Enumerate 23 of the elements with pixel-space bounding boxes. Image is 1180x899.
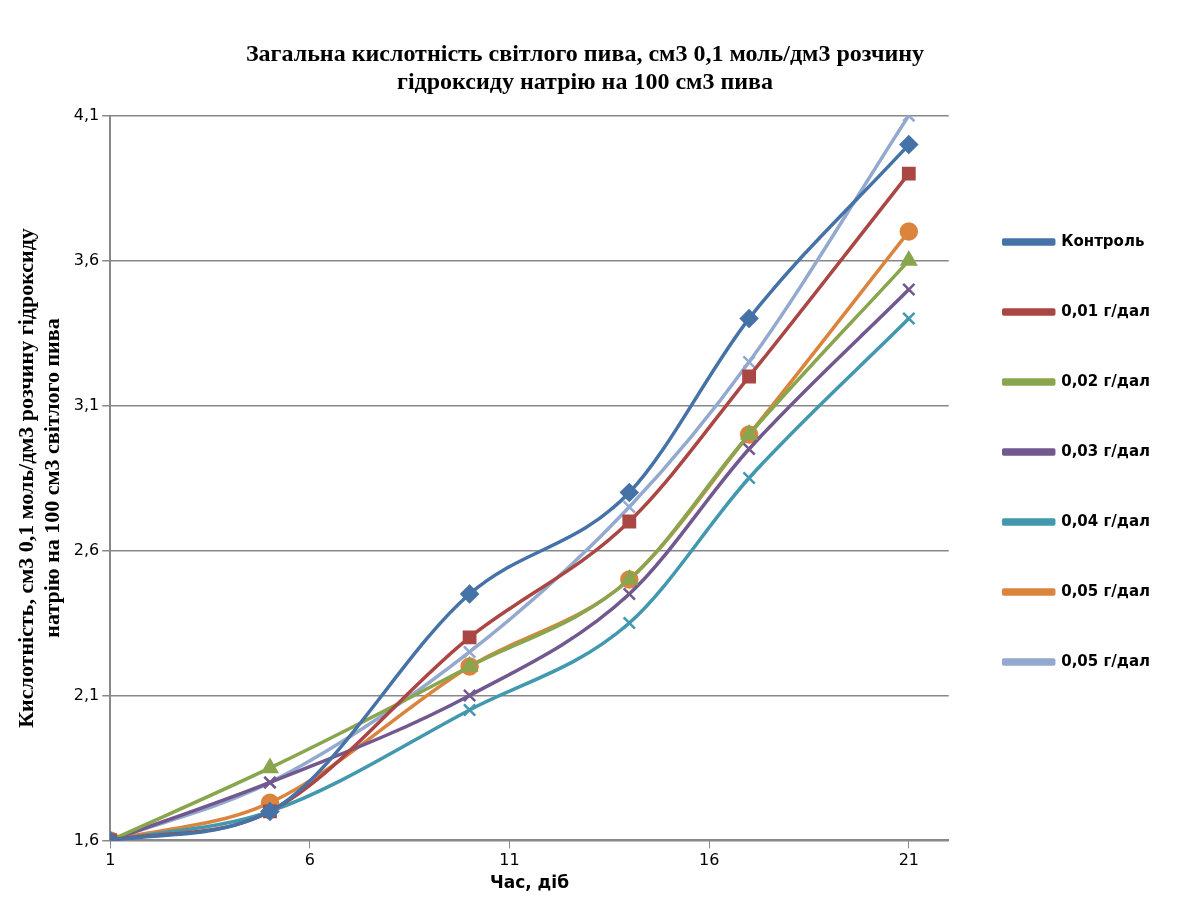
x-tick-label: 16	[698, 850, 720, 870]
x-tick-label: 11	[499, 850, 520, 870]
legend-label: Контроль	[1061, 231, 1145, 250]
y-tick-label: 4,1	[73, 104, 100, 124]
y-tick-label: 3,6	[73, 249, 100, 269]
legend-label: 0,01 г/дал	[1061, 301, 1151, 320]
y-tick-label: 2,6	[73, 539, 100, 559]
text: гідроксиду натрію на 100 см3 пива	[397, 68, 773, 95]
legend-label: 0,05 г/дал	[1061, 651, 1151, 670]
x-tick-label: 6	[304, 850, 315, 870]
y-tick-label: 2,1	[73, 684, 100, 704]
text: Кислотність, см3 0,1 моль/дм3 розчину гідроксиду	[12, 228, 38, 728]
legend-label: 0,03 г/дал	[1061, 441, 1151, 460]
x-tick-label: 1	[105, 850, 116, 870]
y-tick-label: 1,6	[73, 829, 100, 849]
legend-label: 0,05 г/дал	[1061, 581, 1151, 600]
text: натрію на 100 см3 світлого пива	[39, 318, 65, 638]
legend-label: 0,04 г/дал	[1061, 511, 1151, 530]
y-tick-label: 3,1	[73, 394, 100, 414]
x-tick-label: 21	[898, 850, 919, 870]
legend-label: 0,02 г/дал	[1061, 371, 1151, 390]
x-axis-title: Час, діб	[489, 872, 570, 893]
text: Загальна кислотність світлого пива, см3 0,1 моль/дм3 розчину	[245, 39, 925, 66]
